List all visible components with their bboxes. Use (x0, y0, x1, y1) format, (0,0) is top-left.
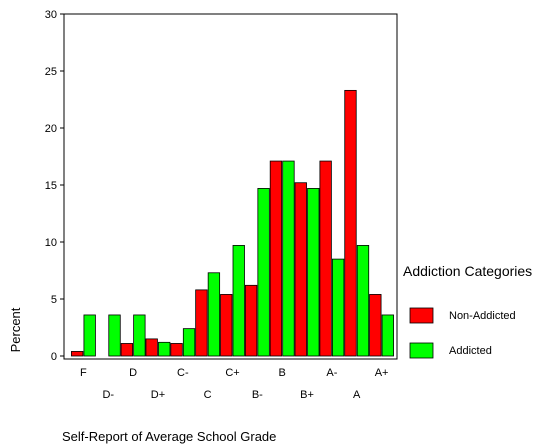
x-tick-label: C (204, 389, 212, 401)
bar-addicted (356, 245, 370, 357)
plot-frame (63, 13, 398, 360)
bar-non-addicted (220, 294, 233, 357)
bar-non-addicted (269, 160, 283, 357)
y-axis-label: Percent (8, 307, 23, 352)
legend-swatch (409, 307, 434, 324)
x-tick-label: C- (177, 367, 189, 379)
y-tick-label: 15 (45, 180, 57, 192)
bar-non-addicted (170, 343, 183, 357)
bar-non-addicted (369, 294, 382, 357)
bar-addicted (207, 272, 221, 357)
bar-addicted (307, 188, 320, 357)
bar-addicted (158, 341, 171, 357)
x-tick-label: D- (102, 389, 114, 401)
legend-swatch (409, 342, 434, 359)
bar-addicted (182, 328, 196, 357)
x-tick-label: B+ (300, 389, 314, 401)
bar-addicted (257, 188, 270, 357)
y-tick-label: 5 (51, 294, 57, 306)
y-axis: 0 5 10 15 20 25 30 (45, 9, 64, 363)
legend: Addiction Categories Non-Addicted Addicte… (403, 263, 532, 359)
x-tick-label: B (279, 367, 286, 379)
bar-non-addicted (344, 89, 357, 357)
x-axis: F D- D D+ C- C C+ B- B B+ A- A A+ (80, 367, 388, 401)
y-tick-label: 25 (45, 66, 57, 78)
legend-label: Non-Addicted (449, 310, 516, 322)
legend-title: Addiction Categories (403, 263, 532, 279)
x-tick-label: C+ (225, 367, 239, 379)
bar-addicted (133, 314, 146, 357)
x-tick-label: D (129, 367, 137, 379)
bar-addicted (108, 314, 121, 357)
bar-non-addicted (71, 351, 84, 357)
bar-addicted (232, 245, 245, 357)
x-tick-label: A- (326, 367, 337, 379)
y-tick-label: 30 (45, 9, 57, 21)
y-tick-label: 20 (45, 123, 57, 135)
x-tick-label: B- (252, 389, 263, 401)
bar-addicted (282, 160, 295, 357)
bar-non-addicted (120, 343, 134, 357)
x-tick-label: A (353, 389, 361, 401)
bar-non-addicted (319, 160, 332, 357)
x-tick-label: F (80, 367, 87, 379)
x-tick-label: A+ (375, 367, 389, 379)
y-tick-label: 10 (45, 237, 57, 249)
bar-addicted (83, 314, 96, 357)
bar-non-addicted (145, 338, 158, 357)
x-tick-label: D+ (151, 389, 165, 401)
bar-non-addicted (244, 284, 258, 357)
bar-non-addicted (294, 182, 307, 357)
bar-non-addicted (195, 289, 208, 357)
bar-addicted (381, 314, 394, 357)
legend-label: Addicted (449, 345, 492, 357)
y-tick-label: 0 (51, 351, 57, 363)
bars (71, 89, 394, 357)
x-axis-label: Self-Report of Average School Grade (62, 429, 276, 444)
bar-addicted (331, 258, 345, 357)
